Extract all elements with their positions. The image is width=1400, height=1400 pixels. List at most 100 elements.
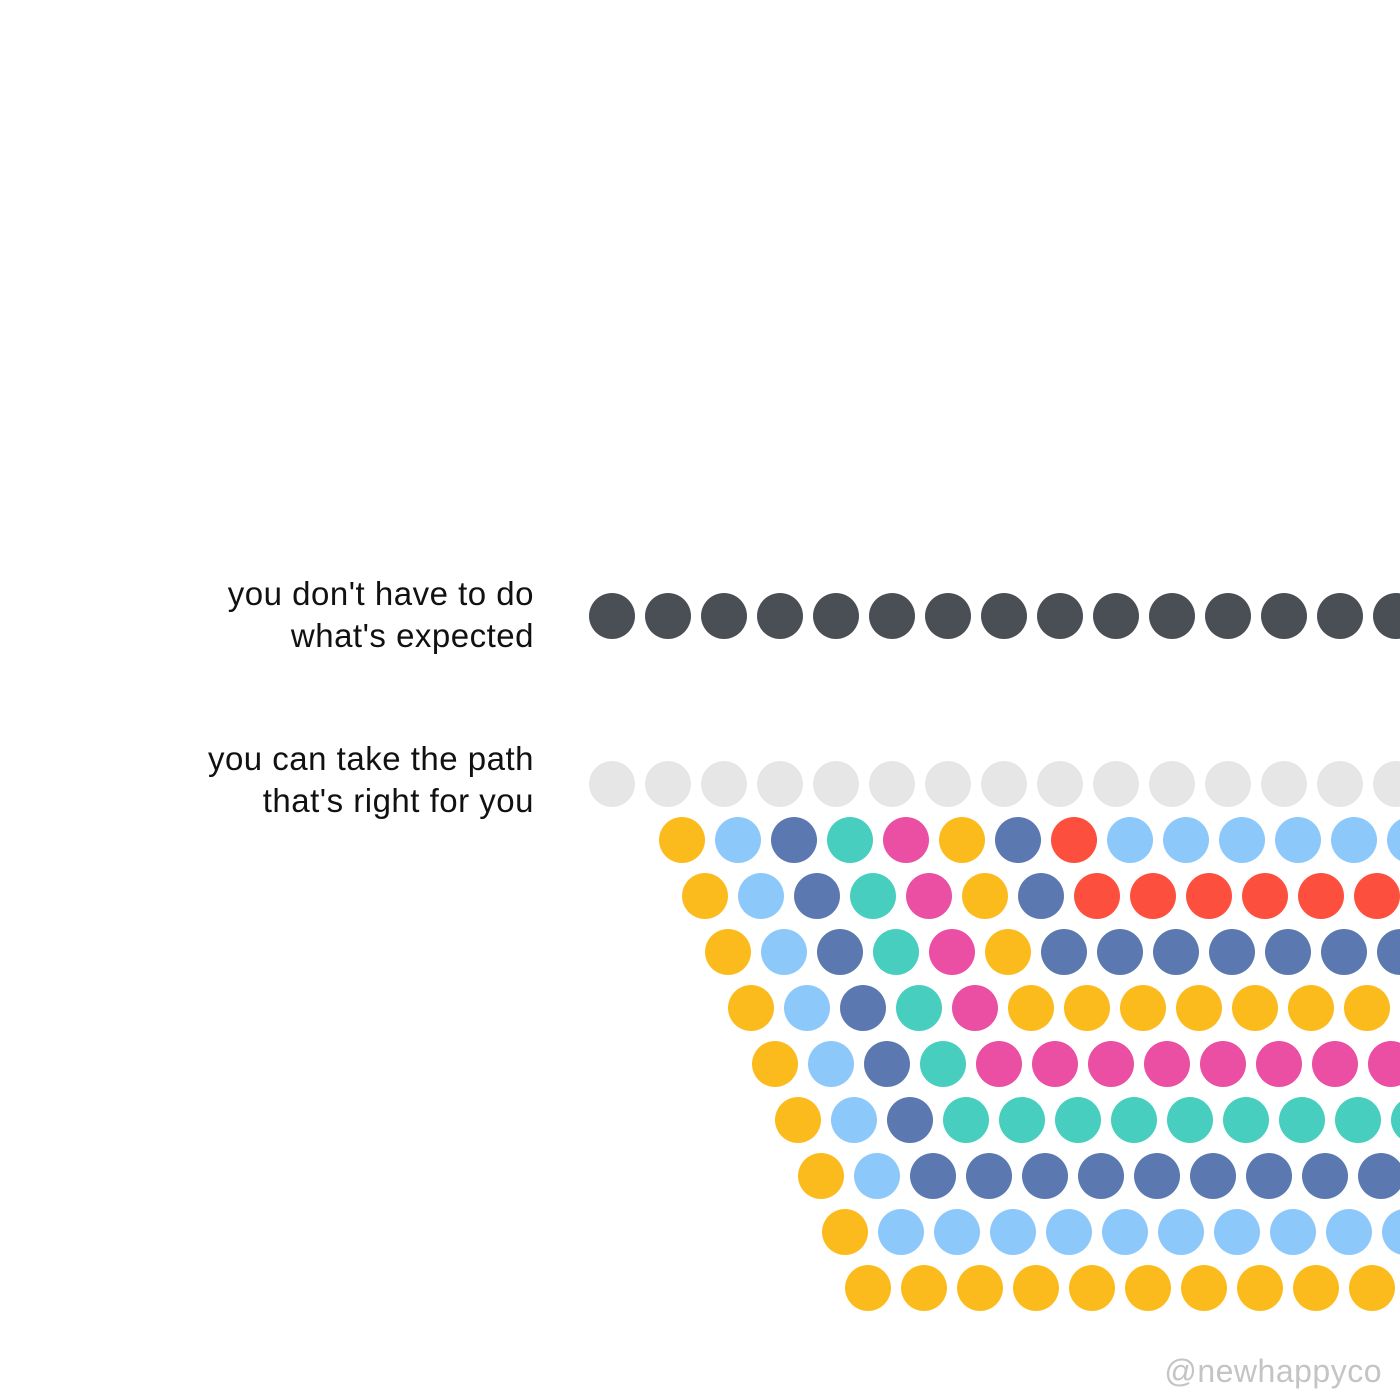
- path-row-9-dot: [1125, 1265, 1171, 1311]
- path-row-9-dot: [1237, 1265, 1283, 1311]
- path-row-4-dot: [1288, 985, 1334, 1031]
- path-row-6-dot: [775, 1097, 821, 1143]
- watermark: @newhappyco: [1164, 1353, 1382, 1389]
- path-grey-row-dot: [1037, 761, 1083, 807]
- path-row-1-dot: [883, 817, 929, 863]
- path-row-1-dot: [1163, 817, 1209, 863]
- path-row-6-dot: [1167, 1097, 1213, 1143]
- path-row-6-dot: [1223, 1097, 1269, 1143]
- path-row-3-dot: [873, 929, 919, 975]
- path-grey-row-dot: [645, 761, 691, 807]
- path-row-8-dot: [1382, 1209, 1400, 1255]
- path-row-2-dot: [1074, 873, 1120, 919]
- path-row-3-dot: [1377, 929, 1400, 975]
- path-row-8-dot: [1214, 1209, 1260, 1255]
- path-row-2-dot: [850, 873, 896, 919]
- path-row-9-dot: [901, 1265, 947, 1311]
- path-grey-row-dot: [869, 761, 915, 807]
- expected-row-dot: [1373, 593, 1400, 639]
- path-row-9-dot: [1069, 1265, 1115, 1311]
- path-row-5-dot: [920, 1041, 966, 1087]
- path-row-4-dot: [1344, 985, 1390, 1031]
- path-row-3-dot: [1153, 929, 1199, 975]
- path-row-3-dot: [705, 929, 751, 975]
- path-row-8-dot: [1158, 1209, 1204, 1255]
- expected-row-dot: [701, 593, 747, 639]
- path-row-2-dot: [1242, 873, 1288, 919]
- path-grey-row-dot: [1373, 761, 1400, 807]
- expected-row-dot: [645, 593, 691, 639]
- path-row-7-dot: [1246, 1153, 1292, 1199]
- path-row-4-dot: [1064, 985, 1110, 1031]
- path-row-9-dot: [957, 1265, 1003, 1311]
- path-grey-row-dot: [981, 761, 1027, 807]
- path-row-5-dot: [1032, 1041, 1078, 1087]
- expected-row-dot: [869, 593, 915, 639]
- path-row-8-dot: [1046, 1209, 1092, 1255]
- caption-path: you can take the path that's right for y…: [208, 738, 534, 822]
- path-row-1-dot: [1051, 817, 1097, 863]
- path-row-4-dot: [896, 985, 942, 1031]
- path-row-1-dot: [1387, 817, 1400, 863]
- expected-row-dot: [1261, 593, 1307, 639]
- expected-row-dot: [981, 593, 1027, 639]
- path-grey-row-dot: [1205, 761, 1251, 807]
- path-row-5-dot: [1256, 1041, 1302, 1087]
- path-row-7-dot: [1078, 1153, 1124, 1199]
- path-grey-row-dot: [813, 761, 859, 807]
- path-row-2-dot: [1018, 873, 1064, 919]
- path-row-9-dot: [1013, 1265, 1059, 1311]
- path-row-6-dot: [1111, 1097, 1157, 1143]
- path-row-7-dot: [1134, 1153, 1180, 1199]
- path-grey-row-dot: [757, 761, 803, 807]
- path-grey-row-dot: [701, 761, 747, 807]
- path-grey-row-dot: [1149, 761, 1195, 807]
- path-row-6-dot: [887, 1097, 933, 1143]
- path-row-4-dot: [952, 985, 998, 1031]
- path-row-2-dot: [962, 873, 1008, 919]
- path-row-7-dot: [1190, 1153, 1236, 1199]
- path-row-5-dot: [1088, 1041, 1134, 1087]
- path-row-2-dot: [682, 873, 728, 919]
- path-row-4-dot: [1120, 985, 1166, 1031]
- path-row-5-dot: [808, 1041, 854, 1087]
- path-row-9-dot: [845, 1265, 891, 1311]
- caption-expected: you don't have to do what's expected: [228, 573, 534, 657]
- path-row-7-dot: [1358, 1153, 1400, 1199]
- path-row-5-dot: [976, 1041, 1022, 1087]
- expected-row-dot: [925, 593, 971, 639]
- path-row-8-dot: [1102, 1209, 1148, 1255]
- path-row-1-dot: [1219, 817, 1265, 863]
- path-row-4-dot: [784, 985, 830, 1031]
- caption-expected-line-2: what's expected: [290, 617, 534, 654]
- path-row-5-dot: [1200, 1041, 1246, 1087]
- path-row-8-dot: [1270, 1209, 1316, 1255]
- path-row-5-dot: [1144, 1041, 1190, 1087]
- path-row-3-dot: [1209, 929, 1255, 975]
- path-row-4-dot: [1232, 985, 1278, 1031]
- path-grey-row-dot: [1317, 761, 1363, 807]
- path-row-2-dot: [1130, 873, 1176, 919]
- path-row-7-dot: [910, 1153, 956, 1199]
- path-row-9-dot: [1349, 1265, 1395, 1311]
- path-row-5-dot: [1368, 1041, 1400, 1087]
- path-row-7-dot: [1302, 1153, 1348, 1199]
- path-grey-row-dot: [925, 761, 971, 807]
- expected-row-dot: [1317, 593, 1363, 639]
- path-row-6-dot: [1279, 1097, 1325, 1143]
- path-row-6-dot: [943, 1097, 989, 1143]
- path-row-6-dot: [1391, 1097, 1400, 1143]
- path-row-6-dot: [999, 1097, 1045, 1143]
- expected-row-dot: [1149, 593, 1195, 639]
- path-row-4-dot: [1008, 985, 1054, 1031]
- path-row-3-dot: [985, 929, 1031, 975]
- path-row-7-dot: [854, 1153, 900, 1199]
- path-row-2-dot: [906, 873, 952, 919]
- path-row-8-dot: [990, 1209, 1036, 1255]
- path-row-8-dot: [934, 1209, 980, 1255]
- path-row-4-dot: [840, 985, 886, 1031]
- path-row-2-dot: [1354, 873, 1400, 919]
- path-row-2-dot: [1298, 873, 1344, 919]
- path-row-1-dot: [995, 817, 1041, 863]
